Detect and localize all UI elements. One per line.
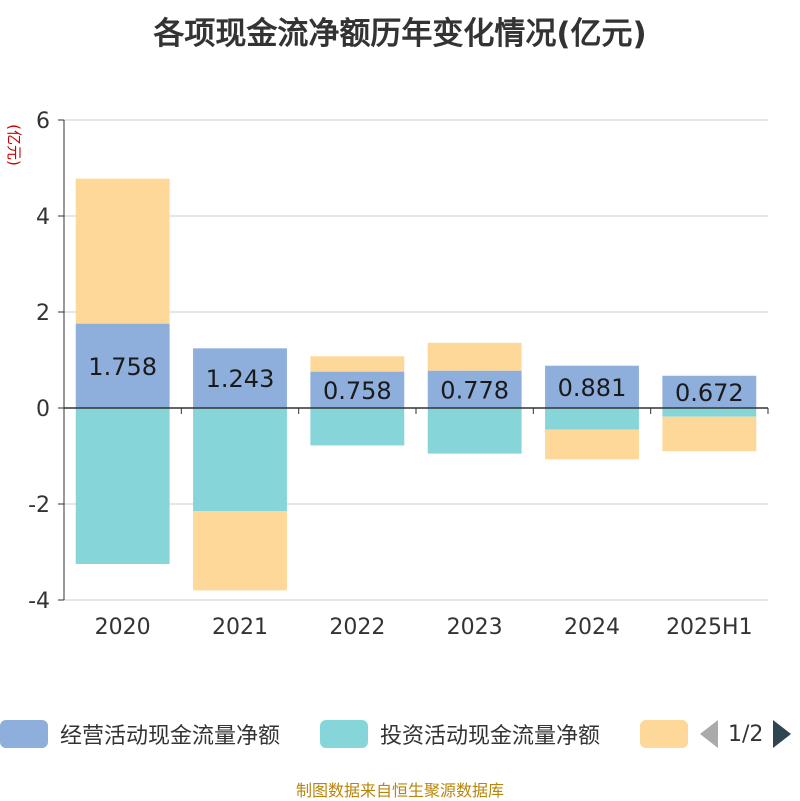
data-label-2021: 1.243 <box>206 365 275 393</box>
x-tick-label: 2025H1 <box>666 615 753 640</box>
bar-2020-series-1[interactable] <box>75 323 170 408</box>
pager-text: 1/2 <box>728 721 764 747</box>
legend-item-3[interactable] <box>640 717 700 751</box>
y-tick-label: 4 <box>36 205 50 230</box>
bar-2022-series-2[interactable] <box>310 408 405 446</box>
bar-2021-series-2[interactable] <box>193 408 287 512</box>
bar-2020-series-3[interactable] <box>75 178 170 324</box>
data-source-note: 制图数据来自恒生聚源数据库 <box>295 781 504 800</box>
bar-2021-series-1[interactable] <box>193 348 287 408</box>
bar-2024-series-2[interactable] <box>545 408 639 430</box>
bar-2023-series-3[interactable] <box>427 342 522 371</box>
bar-2025H1-series-1[interactable] <box>662 375 757 408</box>
data-labels: 1.758 1.243 0.758 0.778 0.881 0.672 <box>88 353 743 407</box>
x-tick-label: 2022 <box>329 615 385 640</box>
y-tick-label: 0 <box>36 397 50 422</box>
bar-series <box>75 178 757 591</box>
axes: -4 -2 0 2 4 6 2020 2021 2022 2023 2024 2025H1 <box>28 109 769 640</box>
bar-2023-series-1[interactable] <box>427 370 522 408</box>
bar-2024-series-3[interactable] <box>545 429 639 460</box>
chart-title: 各项现金流净额历年变化情况(亿元) <box>153 16 647 52</box>
data-label-2023: 0.778 <box>440 376 509 404</box>
legend-item-2[interactable]: 投资活动现金流量净额 <box>320 717 600 751</box>
x-tick-label: 2023 <box>447 615 503 640</box>
legend-item-1[interactable]: 经营活动现金流量净额 <box>0 717 280 751</box>
legend: 经营活动现金流量净额 投资活动现金流量净额 <box>0 717 800 751</box>
legend-swatch <box>640 720 688 748</box>
data-label-2024: 0.881 <box>558 374 627 402</box>
data-label-2020: 1.758 <box>88 353 157 381</box>
y-tick-label: 6 <box>36 109 50 134</box>
grid-lines <box>64 119 768 601</box>
bar-2020-series-2[interactable] <box>75 408 170 564</box>
data-label-2022: 0.758 <box>323 377 392 405</box>
bar-2021-series-3[interactable] <box>193 511 287 591</box>
y-tick-label: -4 <box>28 589 50 614</box>
y-tick-label: -2 <box>28 493 50 518</box>
bar-2022-series-3[interactable] <box>310 356 405 372</box>
legend-pager: 1/2 <box>700 717 792 751</box>
bar-2025H1-series-3[interactable] <box>662 416 757 452</box>
bar-2025H1-series-2[interactable] <box>662 408 757 417</box>
bar-2024-series-1[interactable] <box>545 365 639 408</box>
x-tick-label: 2024 <box>564 615 620 640</box>
data-label-2025H1: 0.672 <box>675 379 744 407</box>
legend-swatch <box>320 720 368 748</box>
bar-2022-series-1[interactable] <box>310 371 405 408</box>
pager-prev-icon[interactable] <box>700 720 718 748</box>
legend-label: 投资活动现金流量净额 <box>380 724 601 749</box>
y-tick-label: 2 <box>36 301 50 326</box>
bar-2023-series-2[interactable] <box>427 408 522 454</box>
y-axis-label: (亿元) <box>5 124 23 166</box>
legend-label: 经营活动现金流量净额 <box>60 724 281 749</box>
pager-next-icon[interactable] <box>773 720 792 748</box>
legend-swatch <box>0 720 48 748</box>
x-tick-label: 2020 <box>95 615 151 640</box>
x-tick-label: 2021 <box>212 615 268 640</box>
